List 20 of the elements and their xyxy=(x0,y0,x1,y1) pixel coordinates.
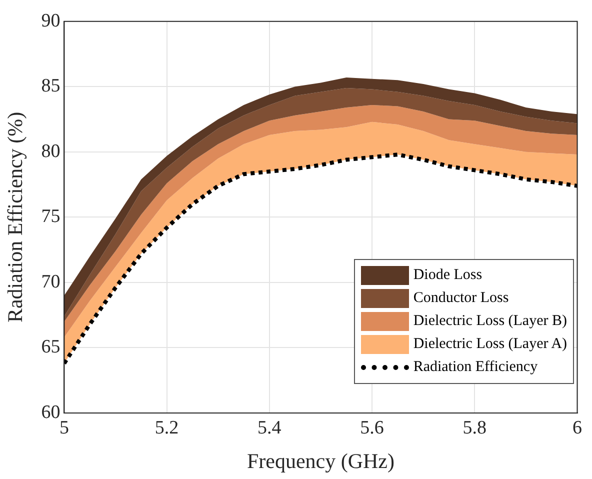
legend-label: Dielectric Loss (Layer A) xyxy=(413,336,567,353)
y-tick-label: 75 xyxy=(41,206,60,228)
y-tick-label: 70 xyxy=(41,271,60,292)
x-tick-label: 5.8 xyxy=(462,417,487,438)
legend-label: Dielectric Loss (Layer B) xyxy=(413,313,567,330)
x-tick-label: 5 xyxy=(59,417,69,438)
x-tick-label: 5.4 xyxy=(258,417,282,438)
legend-label: Diode Loss xyxy=(413,267,482,284)
y-axis-title: Radiation Efficiency (%) xyxy=(3,112,28,323)
x-tick-label: 5.2 xyxy=(154,417,179,438)
x-tick-label: 6 xyxy=(572,417,582,438)
x-tick-label: 5.6 xyxy=(360,417,384,438)
legend-label: Radiation Efficiency xyxy=(413,359,538,376)
x-axis-title: Frequency (GHz) xyxy=(246,448,394,473)
y-tick-label: 85 xyxy=(41,76,60,97)
y-tick-label: 80 xyxy=(41,140,60,162)
y-tick-label: 60 xyxy=(41,402,60,423)
y-tick-label: 65 xyxy=(41,336,60,358)
y-tick-label: 90 xyxy=(41,10,60,32)
legend-label: Conductor Loss xyxy=(413,290,509,307)
